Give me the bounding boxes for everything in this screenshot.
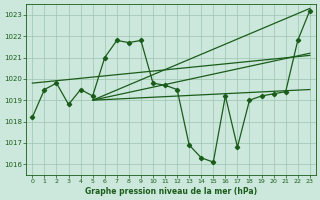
X-axis label: Graphe pression niveau de la mer (hPa): Graphe pression niveau de la mer (hPa) [85,187,257,196]
